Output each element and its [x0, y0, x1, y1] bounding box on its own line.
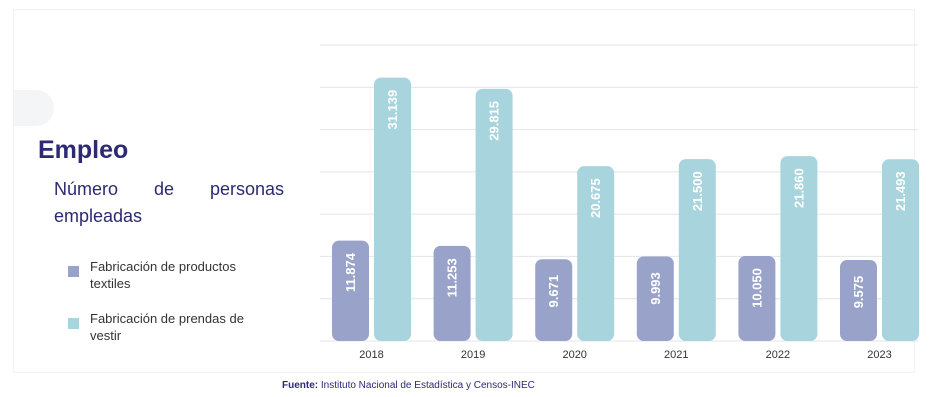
data-label-textiles: 9.993 [648, 272, 663, 305]
data-label-textiles: 11.874 [343, 252, 358, 292]
bar-textiles [433, 245, 471, 341]
data-label-textiles: 9.671 [546, 275, 561, 308]
bar-vestir [882, 159, 919, 341]
source-label: Fuente: [282, 380, 319, 391]
bar-vestir [475, 88, 513, 341]
bar-textiles [636, 256, 674, 341]
chart-subtitle: Número de personas empleadas [54, 179, 284, 226]
decorative-tab [14, 90, 54, 126]
legend-label-textiles: Fabricación de productos textiles [90, 259, 236, 291]
legend-swatch-textiles [68, 266, 79, 277]
data-label-vestir: 21.860 [791, 168, 806, 208]
legend-label-vestir: Fabricación de prendas de vestir [90, 311, 244, 343]
bar-textiles [840, 260, 877, 341]
x-tick-label: 2019 [461, 349, 485, 361]
bar-vestir [374, 77, 411, 342]
bar-textiles [738, 256, 776, 341]
legend-swatch-vestir [68, 318, 79, 329]
data-label-vestir: 21.493 [893, 171, 908, 211]
x-tick-label: 2022 [766, 349, 790, 361]
source-note: Fuente: Instituto Nacional de Estadístic… [282, 380, 535, 391]
data-label-textiles: 9.575 [851, 276, 866, 309]
bar-textiles [332, 240, 369, 341]
data-label-textiles: 10.050 [749, 268, 764, 308]
data-label-vestir: 31.139 [385, 90, 400, 130]
source-text: Instituto Nacional de Estadística y Cens… [318, 380, 535, 391]
chart-title: Empleo [38, 136, 129, 164]
x-tick-label: 2023 [867, 349, 891, 361]
bar-vestir [780, 156, 818, 341]
bar-textiles [535, 259, 573, 341]
data-label-textiles: 11.253 [445, 258, 460, 297]
bar-vestir [577, 166, 615, 341]
bar-chart: 11.874 31.139 2018 11.253 29.815 2019 9.671 20.… [320, 44, 919, 361]
data-label-vestir: 21.500 [690, 171, 705, 211]
data-label-vestir: 20.675 [588, 178, 603, 218]
data-label-vestir: 29.815 [487, 101, 502, 141]
bar-vestir [678, 159, 716, 341]
x-tick-label: 2020 [562, 349, 586, 361]
x-tick-label: 2021 [664, 349, 688, 361]
x-tick-label: 2018 [359, 349, 383, 361]
